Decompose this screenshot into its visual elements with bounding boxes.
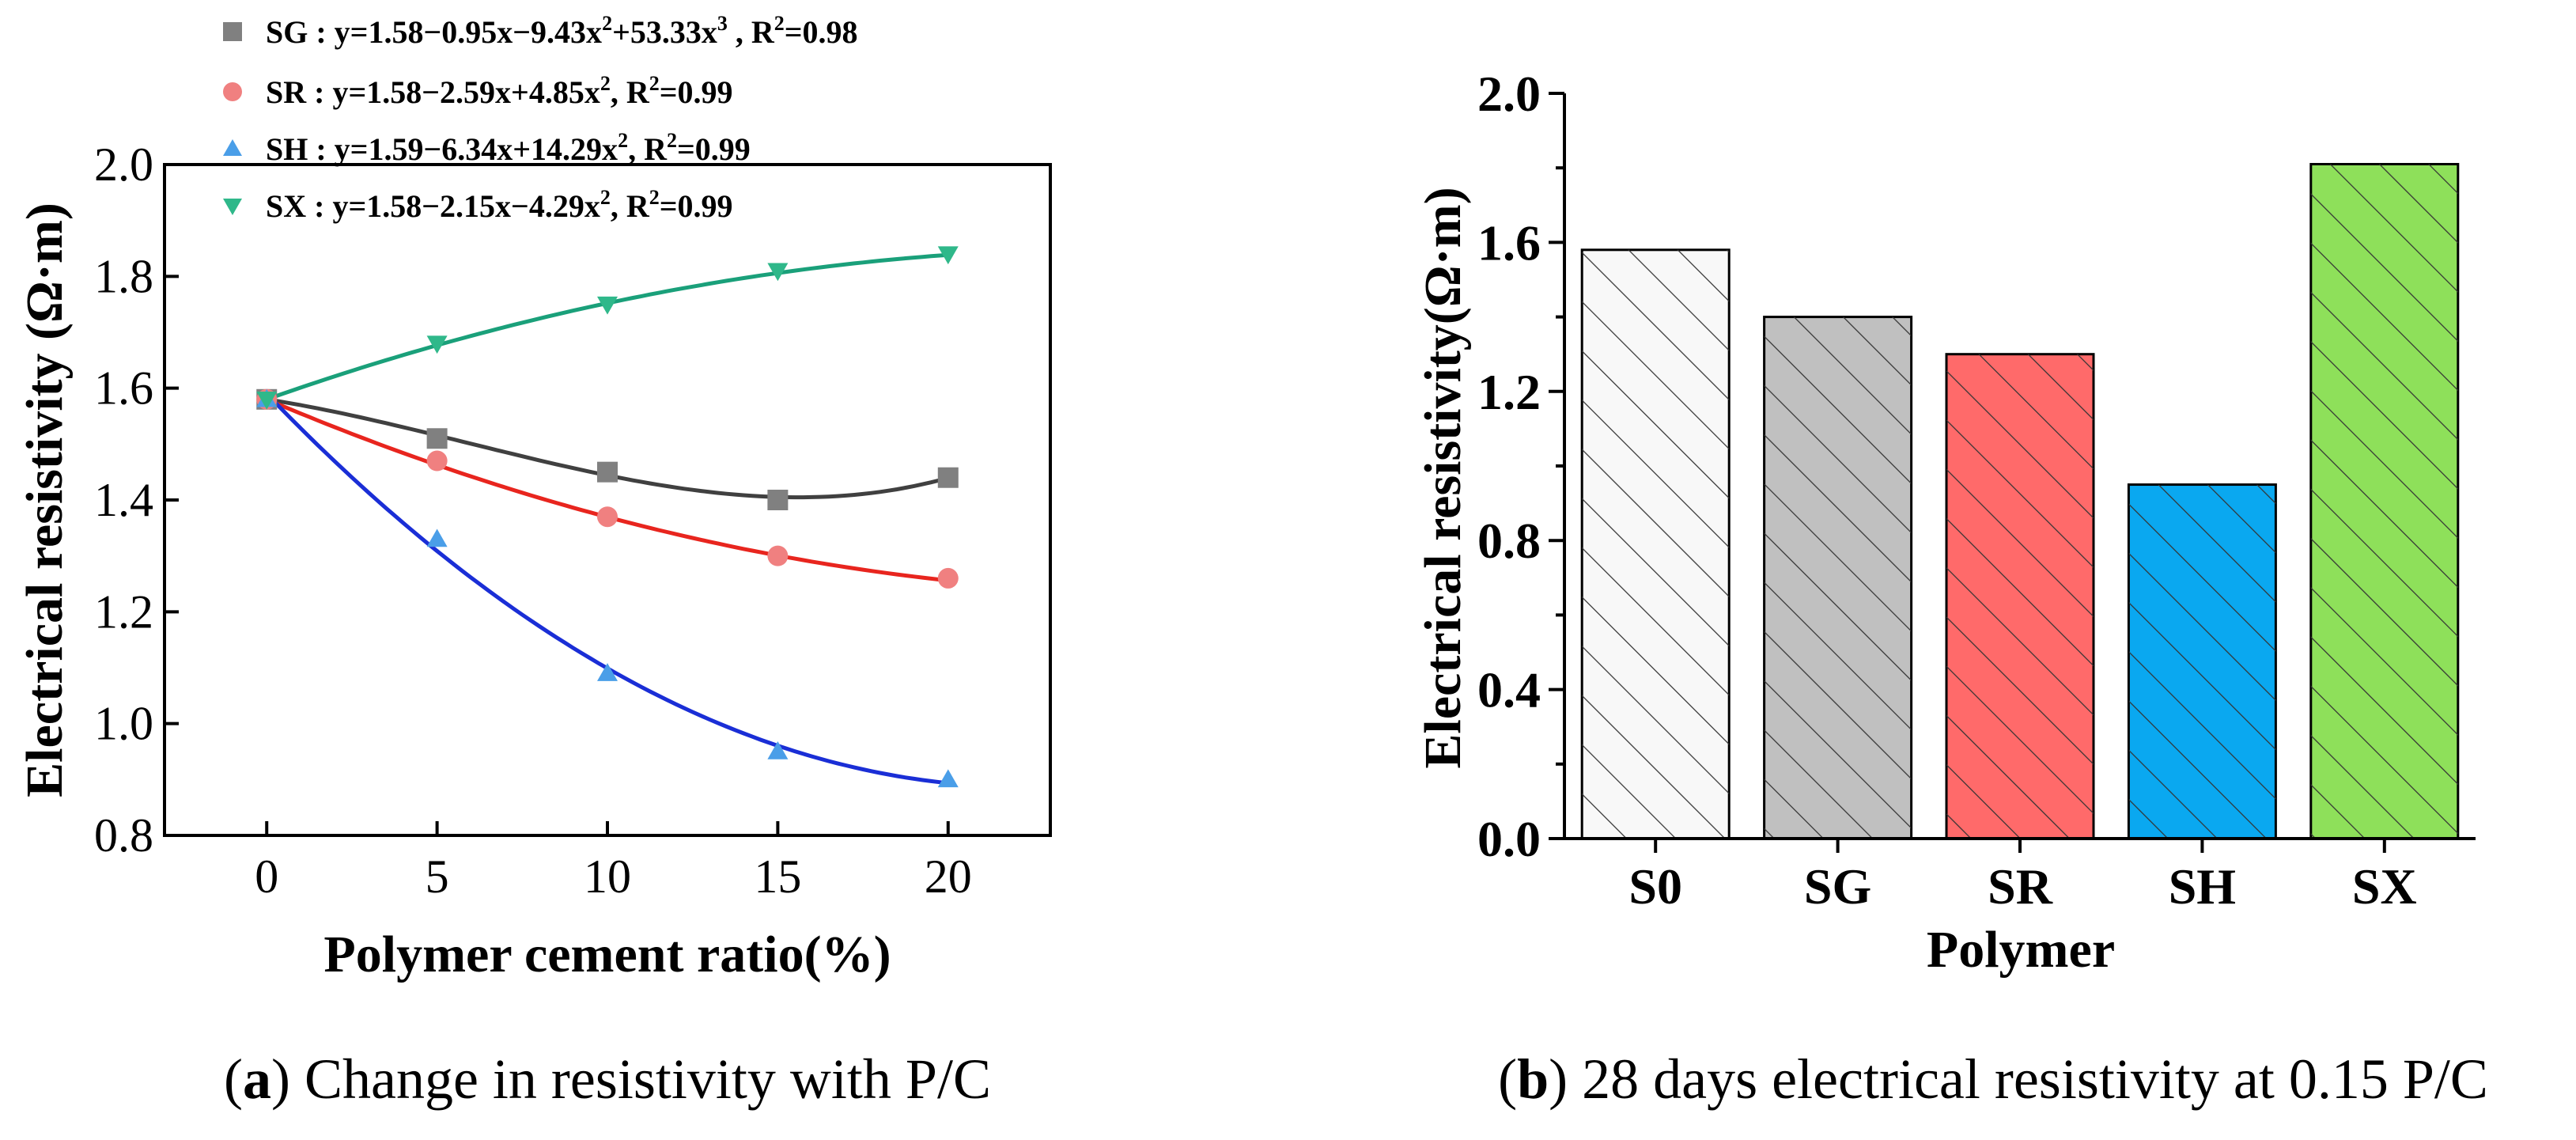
x-axis-title-a: Polymer cement ratio(%) xyxy=(323,926,891,983)
y-tick-label-a: 2.0 xyxy=(94,138,153,191)
bar-sr-hatch xyxy=(1946,354,2094,839)
y-tick-label-a: 0.8 xyxy=(94,809,153,862)
y-tick-label-a: 1.6 xyxy=(94,362,153,415)
bar-sg-hatch xyxy=(1764,316,1912,839)
caption-b-text: 28 days electrical resistivity at 0.15 P… xyxy=(1582,1047,2488,1111)
y-tick-label-b: 1.2 xyxy=(1477,364,1541,420)
data-point-sh xyxy=(426,528,448,547)
data-point-sg xyxy=(597,461,618,483)
plot-frame-a xyxy=(163,163,1052,837)
caption-a-text: Change in resistivity with P/C xyxy=(305,1047,991,1111)
legend-label-sr: SR : y=1.58−2.59x+4.85x2, R2=0.99 xyxy=(266,72,733,110)
y-tick-label-a: 1.0 xyxy=(94,698,153,750)
data-point-sx xyxy=(256,392,278,410)
x-tick-label-a: 0 xyxy=(255,850,278,903)
data-point-sh xyxy=(767,741,789,759)
y-axis-title-a: Electrical resistivity (Ω·m) xyxy=(16,203,74,797)
legend-label-sg: SG : y=1.58−0.95x−9.43x2+53.33x3 , R2=0.… xyxy=(266,12,858,50)
data-point-sx xyxy=(426,335,448,354)
y-tick-label-b: 2.0 xyxy=(1477,66,1541,122)
y-tick-label-b: 0.0 xyxy=(1477,811,1541,867)
legend-marker-sx xyxy=(223,199,242,215)
x-tick-label-b: SR xyxy=(1988,858,2053,915)
bar-s0-hatch xyxy=(1582,249,1730,839)
legend-marker-sg xyxy=(223,22,242,41)
y-tick-label-b: 1.6 xyxy=(1477,214,1541,271)
x-axis-title-b: Polymer xyxy=(1927,921,2115,979)
y-tick-label-a: 1.8 xyxy=(94,250,153,302)
data-point-sr xyxy=(937,567,959,589)
legend-marker-sr xyxy=(223,82,242,101)
bar-sh-hatch xyxy=(2128,484,2276,839)
y-tick-label-a: 1.2 xyxy=(94,585,153,638)
data-point-sx xyxy=(937,246,959,265)
data-point-sh xyxy=(937,769,959,788)
x-tick-label-a: 15 xyxy=(754,850,801,903)
x-tick-label-b: S0 xyxy=(1628,858,1682,915)
y-tick-label-b: 0.8 xyxy=(1477,513,1541,569)
x-tick-label-a: 10 xyxy=(584,850,631,903)
data-point-sg xyxy=(937,467,959,488)
caption-a-letter: a xyxy=(243,1047,271,1111)
fit-line-sg xyxy=(266,397,949,500)
x-tick-label-b: SG xyxy=(1804,858,1871,915)
legend-label-sx: SX : y=1.58−2.15x−4.29x2, R2=0.99 xyxy=(266,186,733,224)
data-point-sg xyxy=(767,490,789,510)
fit-line-sh xyxy=(265,392,949,786)
data-point-sr xyxy=(767,545,789,566)
y-axis-title-b: Electrical resistivity(Ω·m) xyxy=(1414,187,1472,768)
legend-label-sh: SH : y=1.59−6.34x+14.29x2, R2=0.99 xyxy=(266,129,751,167)
fit-line-sr xyxy=(266,397,949,583)
caption-b-letter: b xyxy=(1517,1047,1549,1111)
legend-marker-sh xyxy=(223,139,242,156)
y-tick-label-a: 1.4 xyxy=(94,474,153,526)
caption-b: (b) 28 days electrical resistivity at 0.… xyxy=(1498,1047,2488,1111)
chart-a: 0 5 10 15 20 0.8 1.0 1.2 1.4 1.6 1.8 2.0 SG : y=1.5… xyxy=(16,12,1052,983)
caption-a: (a) Change in resistivity with P/C xyxy=(224,1047,991,1111)
data-point-sg xyxy=(426,428,448,449)
bar-sx-hatch xyxy=(2310,164,2458,839)
x-tick-label-b: SH xyxy=(2169,858,2236,915)
x-tick-label-a: 5 xyxy=(426,850,449,903)
data-point-sx xyxy=(767,263,789,282)
data-point-sr xyxy=(426,450,448,472)
fit-line-sx xyxy=(266,252,948,402)
chart-b: 0.0 0.4 0.8 1.2 1.6 2.0 S0 SG SR SH SX Polymer Ele… xyxy=(1414,66,2476,979)
data-point-sh xyxy=(597,663,618,681)
data-point-sx xyxy=(597,296,618,315)
x-tick-label-b: SX xyxy=(2352,858,2417,915)
data-point-sr xyxy=(597,506,618,528)
x-tick-label-a: 20 xyxy=(925,850,972,903)
y-tick-label-b: 0.4 xyxy=(1477,662,1541,718)
